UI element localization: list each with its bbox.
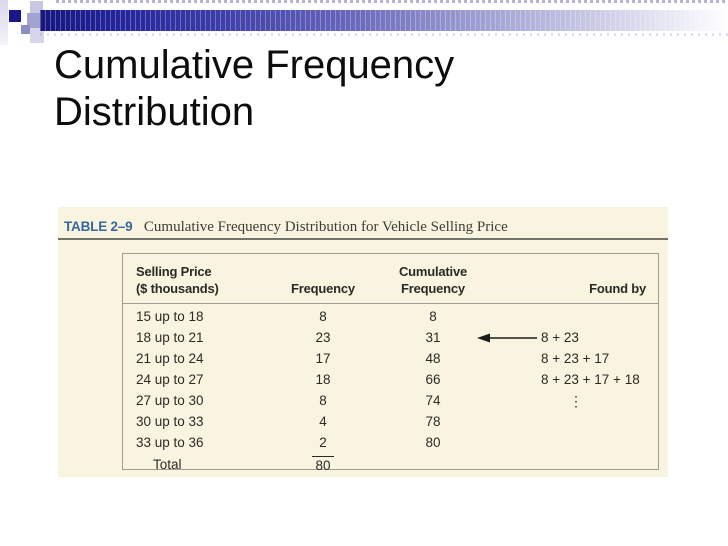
heading-rule	[58, 238, 668, 240]
table-label: TABLE 2–9	[64, 219, 133, 234]
data-table: Selling Price ($ thousands) Frequency Cum…	[122, 253, 659, 473]
table-row: 27 up to 30 8 74 ⋮	[123, 390, 658, 411]
table-row: 21 up to 24 17 48 8 + 23 + 17	[123, 348, 658, 369]
table-row: 18 up to 21 23 31 8 + 23	[136, 330, 579, 345]
col-header-found-by: Found by	[589, 281, 646, 297]
bottom-stripe-row	[40, 33, 728, 36]
found-by-value: 8 + 23	[541, 330, 579, 345]
col-header-selling-price: Selling Price ($ thousands)	[136, 264, 219, 297]
col-header-cumulative-frequency: Cumulative Frequency	[398, 264, 468, 297]
total-frequency: 80	[312, 456, 334, 473]
left-arrow-icon	[476, 332, 538, 344]
slide-title-line-2: Distribution	[54, 89, 255, 134]
slide-title-line-1: Cumulative Frequency	[54, 43, 455, 87]
table-row: 33 up to 36 2 80	[136, 435, 441, 450]
table-header-row: Selling Price ($ thousands) Frequency Cum…	[123, 254, 658, 304]
table-heading: TABLE 2–9 Cumulative Frequency Distribut…	[58, 207, 668, 236]
deco-square-small	[21, 25, 30, 34]
col-header-frequency: Frequency	[291, 281, 355, 297]
top-stripe-row	[56, 0, 728, 3]
gradient-bar	[40, 10, 728, 31]
found-by-value: 8 + 23 + 17	[541, 351, 610, 366]
deco-square-light-bottom	[30, 28, 44, 43]
table-row: 24 up to 27 18 66 8 + 23 + 17 + 18	[123, 369, 658, 390]
deco-square-dark	[9, 10, 21, 22]
left-accent-strip	[0, 0, 8, 45]
table-figure: TABLE 2–9 Cumulative Frequency Distribut…	[58, 207, 668, 477]
deco-square-light-top	[30, 1, 43, 13]
table-row: 15 up to 18 8 8	[136, 309, 437, 324]
slide-title: Cumulative Frequency Distribution	[54, 42, 454, 136]
table-body: 15 up to 18 8 8 18 up to 21 23 31	[123, 304, 658, 476]
total-label: Total	[153, 457, 182, 472]
table-total-row: Total 80	[123, 453, 658, 476]
vertical-ellipsis: ⋮	[569, 392, 583, 409]
table-row: 30 up to 33 4 78	[136, 414, 441, 429]
deco-square-medium	[27, 13, 43, 28]
table-caption: Cumulative Frequency Distribution for Ve…	[143, 219, 508, 235]
found-by-value: 8 + 23 + 17 + 18	[541, 372, 640, 387]
